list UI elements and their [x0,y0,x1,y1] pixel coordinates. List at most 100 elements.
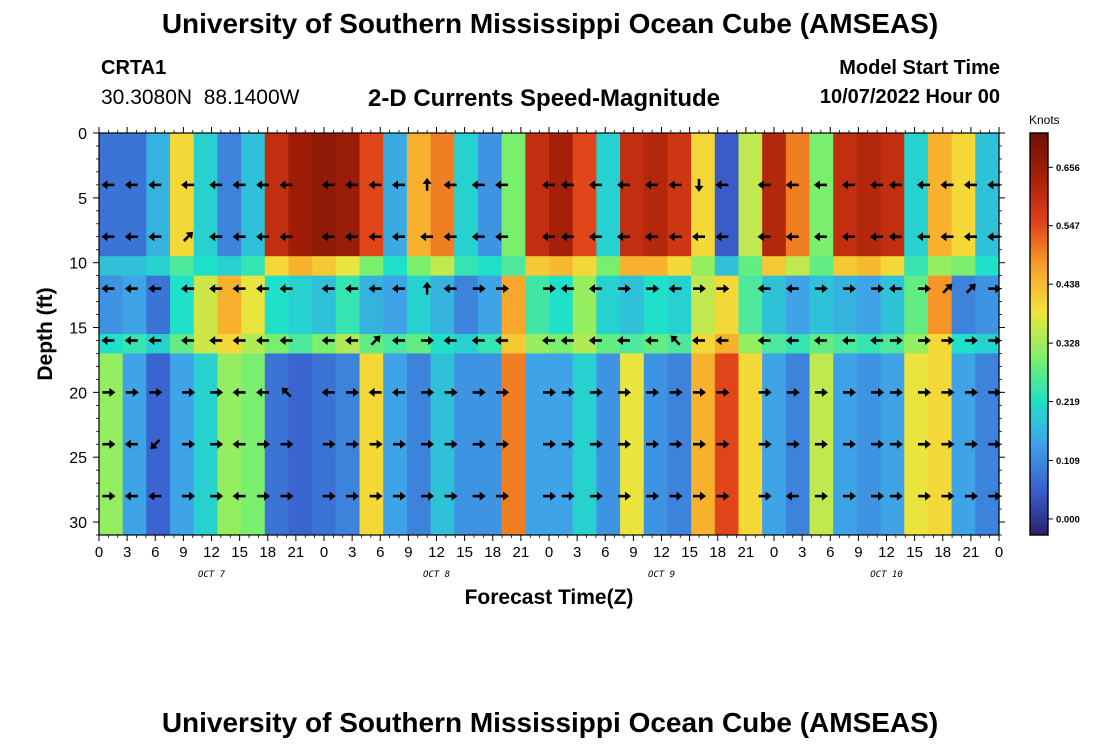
current-arrow [617,232,630,242]
current-arrow [692,232,705,242]
speed-cell [193,275,219,335]
speed-cell [714,275,740,335]
speed-cell [856,133,882,257]
current-arrow [393,491,406,501]
current-arrow [988,336,1002,345]
current-arrow [321,180,335,190]
speed-cell [264,256,290,277]
current-arrow [814,491,828,501]
x-tick-label: 9 [629,544,637,561]
current-arrow [392,180,405,190]
speed-cell [785,334,811,354]
speed-cell [927,334,953,354]
station-id: CRTA1 [101,57,167,79]
speed-cell [312,334,337,354]
y-tick-label: 5 [78,191,87,208]
current-arrow [209,284,223,294]
speed-cell [549,334,574,354]
speed-cell [477,256,503,277]
current-arrow [321,336,335,345]
current-arrow [692,336,705,345]
current-arrow [813,336,827,345]
speed-cell [170,275,195,335]
x-tick-label: 3 [123,544,131,561]
current-arrow [560,284,574,294]
current-arrow [814,439,828,449]
current-arrow [345,336,359,345]
x-tick-label: 18 [934,544,951,561]
current-arrow [443,284,457,294]
speed-cell [122,133,147,257]
speed-cell [501,133,526,257]
x-tick-label: 9 [404,544,412,561]
speed-cell [809,334,834,354]
current-arrow [257,491,271,501]
current-arrow [421,336,435,345]
speed-cell [335,275,361,335]
current-arrow [813,180,827,190]
speed-cell [596,275,621,335]
current-arrow [281,387,292,398]
speed-cell [643,334,669,354]
current-arrow [421,387,435,397]
speed-cell [809,275,834,335]
current-arrow [422,177,432,191]
x-tick-label: 15 [231,544,248,561]
current-arrow [843,284,856,294]
current-arrow [443,232,457,242]
current-arrow [102,491,116,501]
speed-cell [383,334,408,354]
speed-cell [99,133,124,257]
current-arrow [842,232,855,242]
current-arrow [232,232,246,242]
speed-cell [549,256,574,277]
speed-cell [643,256,669,277]
speed-cell [406,133,432,257]
current-arrow [870,336,884,345]
y-tick-label: 10 [69,256,87,273]
current-arrow [232,387,246,397]
current-arrow [543,387,556,397]
current-arrow [368,284,382,294]
speed-cell [738,275,763,335]
current-arrow [102,387,116,397]
current-arrow [618,387,631,397]
current-arrow [693,491,706,501]
speed-cell [122,256,147,277]
current-arrow [646,387,660,397]
speed-cell [856,334,882,354]
current-arrow [618,439,631,449]
current-arrow [786,387,800,397]
current-arrow [888,232,902,242]
current-arrow [889,387,903,397]
current-arrow [941,387,955,397]
speed-cell [856,256,882,277]
current-arrow [668,284,682,294]
current-arrow [392,387,405,397]
current-arrow [786,439,800,449]
speed-cell [146,353,171,536]
current-arrow [889,336,903,345]
current-arrow [280,491,294,501]
day-label: OCT 10 [870,570,903,580]
speed-cell [146,133,171,257]
current-arrow [693,439,706,449]
current-arrow [988,491,1002,501]
current-arrow [870,180,884,190]
current-arrow [813,232,827,242]
current-arrow [716,439,730,449]
current-arrow [560,180,574,190]
current-arrow [421,439,435,449]
current-arrow [785,336,799,345]
model-start-value: 10/07/2022 Hour 00 [819,86,1000,108]
current-arrow [257,439,271,449]
x-tick-label: 3 [573,544,581,561]
current-arrow [346,387,360,397]
current-arrow [232,284,246,294]
speed-cell [288,275,313,335]
current-arrow [182,387,196,397]
current-arrow [888,180,902,190]
current-arrow [646,439,660,449]
x-tick-label: 0 [320,544,328,561]
colorbar-tick-label: 0.438 [1056,280,1080,291]
